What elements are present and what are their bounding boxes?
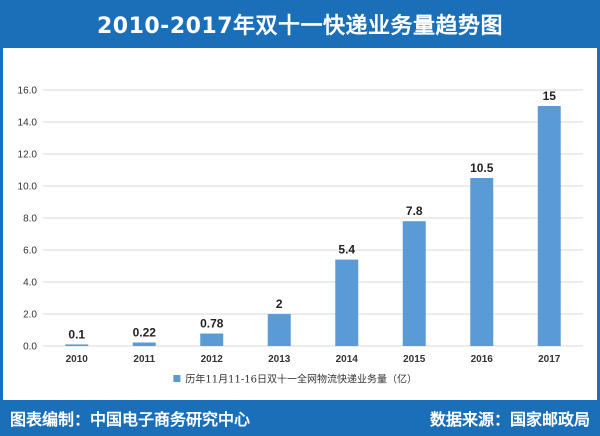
bar-chart: 0.0 2.0 4.0 6.0 8.0 10.0 12.0 14.0 16.0 0.1 2010 0.… xyxy=(18,86,583,386)
footer-bar: 图表编制：中国电子商务研究中心 数据来源：国家邮政局 xyxy=(0,400,600,436)
y-tick-label: 12.0 xyxy=(18,150,38,161)
bar xyxy=(267,314,291,346)
data-label: 2 xyxy=(276,297,283,311)
y-tick-label: 8.0 xyxy=(23,214,37,225)
data-label: 0.1 xyxy=(68,327,85,341)
x-tick-label: 2011 xyxy=(133,354,155,365)
plot-panel: 0.0 2.0 4.0 6.0 8.0 10.0 12.0 14.0 16.0 0.1 2010 0.… xyxy=(3,48,597,400)
bar xyxy=(200,333,224,346)
data-label: 7.8 xyxy=(406,204,423,218)
data-label: 15 xyxy=(543,89,557,103)
footer-source: 数据来源：国家邮政局 xyxy=(429,410,590,429)
y-tick-label: 2.0 xyxy=(23,310,37,321)
y-tick-label: 10.0 xyxy=(18,182,38,193)
x-tick-label: 2017 xyxy=(538,354,561,365)
data-label: 10.5 xyxy=(470,161,494,175)
y-tick-label: 6.0 xyxy=(23,246,37,257)
bar xyxy=(470,178,494,346)
x-tick-label: 2014 xyxy=(336,354,359,365)
x-tick-label: 2012 xyxy=(201,354,224,365)
bar xyxy=(65,344,89,346)
chart-title: 2010-2017年双十一快递业务量趋势图 xyxy=(96,14,504,39)
bar xyxy=(402,221,426,346)
y-tick-label: 0.0 xyxy=(23,342,37,353)
bar xyxy=(335,259,359,346)
y-tick-label: 16.0 xyxy=(18,86,38,97)
y-tick-label: 4.0 xyxy=(23,278,37,289)
data-label: 5.4 xyxy=(338,243,355,257)
x-tick-label: 2015 xyxy=(403,354,426,365)
y-tick-label: 14.0 xyxy=(18,118,38,129)
legend-swatch xyxy=(173,375,181,382)
footer-compiled-by: 图表编制：中国电子商务研究中心 xyxy=(10,410,251,429)
x-tick-label: 2010 xyxy=(66,354,89,365)
data-label: 0.22 xyxy=(133,325,157,339)
x-tick-label: 2016 xyxy=(471,354,494,365)
x-tick-label: 2013 xyxy=(268,354,291,365)
bar xyxy=(132,342,156,346)
data-label: 0.78 xyxy=(200,317,224,331)
bar xyxy=(537,106,561,346)
legend-label: 历年11月11-16日双十一全网物流快递业务量（亿） xyxy=(185,373,417,386)
